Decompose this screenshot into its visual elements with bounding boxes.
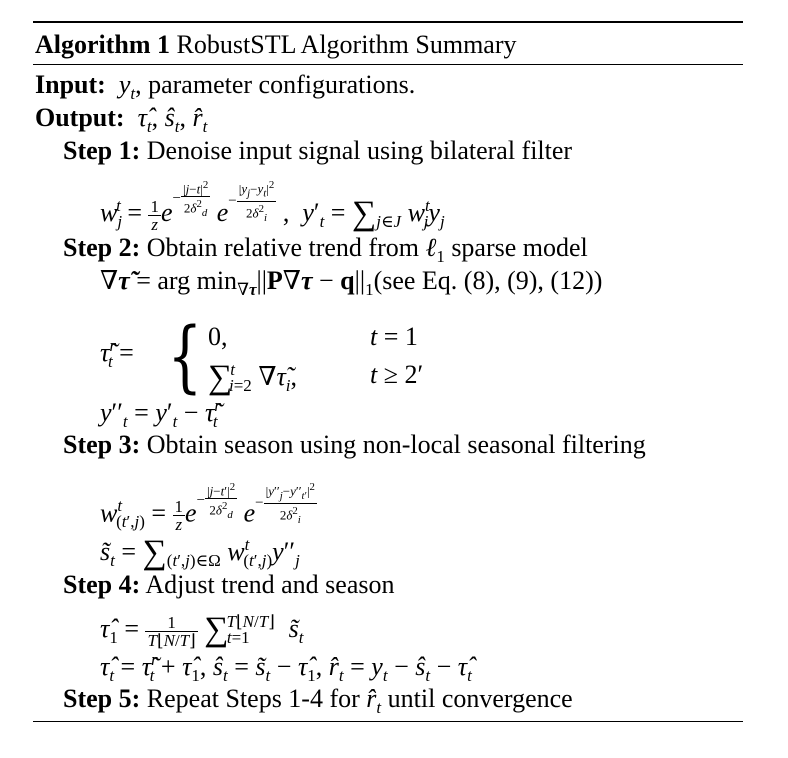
case-1-value: 0, bbox=[208, 322, 228, 351]
algorithm-title: RobustSTL Algorithm Summary bbox=[176, 30, 517, 59]
case-1-condition: t = 1 bbox=[370, 322, 418, 351]
case-2-value: ∑ti=2 ∇τ̃i, bbox=[208, 359, 298, 396]
season-estimate-equation: s̃t = ∑(t′,j)∈Ω wt(t′,j)y′′j bbox=[100, 534, 300, 571]
detrended-signal-equation: y′′t = y′t − τ̃rt bbox=[100, 396, 221, 431]
l1-symbol: ℓ1 bbox=[425, 233, 445, 266]
header-rule bbox=[33, 64, 743, 65]
input-label: Input: bbox=[35, 70, 106, 99]
step-5: Step 5: Repeat Steps 1-4 for r̂t until c… bbox=[63, 684, 573, 717]
step-3: Step 3: Obtain season using non-local se… bbox=[63, 430, 646, 460]
left-brace: { bbox=[167, 312, 203, 402]
step-3-label: Step 3: bbox=[63, 430, 141, 459]
step-2: Step 2: Obtain relative trend from ℓ1 sp… bbox=[63, 233, 588, 266]
step-2-text: Obtain relative trend from bbox=[146, 233, 419, 262]
step-4-label: Step 4: bbox=[63, 570, 141, 599]
step-5-tail: until convergence bbox=[387, 684, 573, 713]
see-equation-ref: (see Eq. (8), (9), (12)) bbox=[373, 266, 603, 295]
seasonal-weight-equation: wt(t′,j) = 1 z e− |j−t′|2 2δ2d e− |y′′j−y′′t′… bbox=[100, 481, 317, 534]
step-3-text: Obtain season using non-local seasonal f… bbox=[146, 430, 646, 459]
bottom-rule bbox=[33, 721, 743, 722]
output-math: τ̂t, ŝt, r̂t bbox=[137, 103, 208, 136]
bilateral-weight-equation: wjt = 1 z e− |j−t|2 2δ2d e− |yj−yt|2 2δ2i , y′… bbox=[100, 179, 445, 234]
output-label: Output: bbox=[35, 103, 125, 132]
step-4: Step 4: Adjust trend and season bbox=[63, 570, 394, 600]
step-1-text: Denoise input signal using bilateral fil… bbox=[146, 136, 573, 165]
step-1: Step 1: Denoise input signal using bilat… bbox=[63, 136, 572, 166]
argmin-text: arg min bbox=[157, 266, 238, 295]
step-5-text: Repeat Steps 1-4 for bbox=[146, 684, 360, 713]
input-math: yt, bbox=[118, 70, 142, 103]
case-2-condition: t ≥ 2′ bbox=[370, 360, 424, 389]
argmin-equation: ∇τ̃ = arg min∇τ||P∇τ − q||1(see Eq. (8),… bbox=[100, 266, 603, 299]
algorithm-header: Algorithm 1 RobustSTL Algorithm Summary bbox=[35, 30, 517, 60]
tau-1-equation: τ̂1 = 1 T⌊N/T⌋ ∑T⌊N/T⌋t=1 s̃t bbox=[100, 611, 304, 650]
step-5-label: Step 5: bbox=[63, 684, 141, 713]
step-2-tail: sparse model bbox=[451, 233, 588, 262]
step-1-label: Step 1: bbox=[63, 136, 141, 165]
piecewise-trend-equation: τ̃rt = bbox=[100, 336, 134, 371]
output-line: Output: τ̂t, ŝt, r̂t bbox=[35, 103, 207, 136]
final-adjustment-equation: τ̂t = τ̃rt + τ̂1, ŝt = s̃t − τ̂1, r̂t = … bbox=[100, 650, 472, 685]
top-rule bbox=[33, 21, 743, 23]
step-2-label: Step 2: bbox=[63, 233, 141, 262]
algorithm-label: Algorithm 1 bbox=[35, 30, 171, 59]
input-line: Input: yt, parameter configurations. bbox=[35, 70, 415, 103]
residual-symbol: r̂t bbox=[366, 684, 382, 717]
input-text: parameter configurations. bbox=[148, 70, 416, 99]
step-4-text: Adjust trend and season bbox=[145, 570, 395, 599]
